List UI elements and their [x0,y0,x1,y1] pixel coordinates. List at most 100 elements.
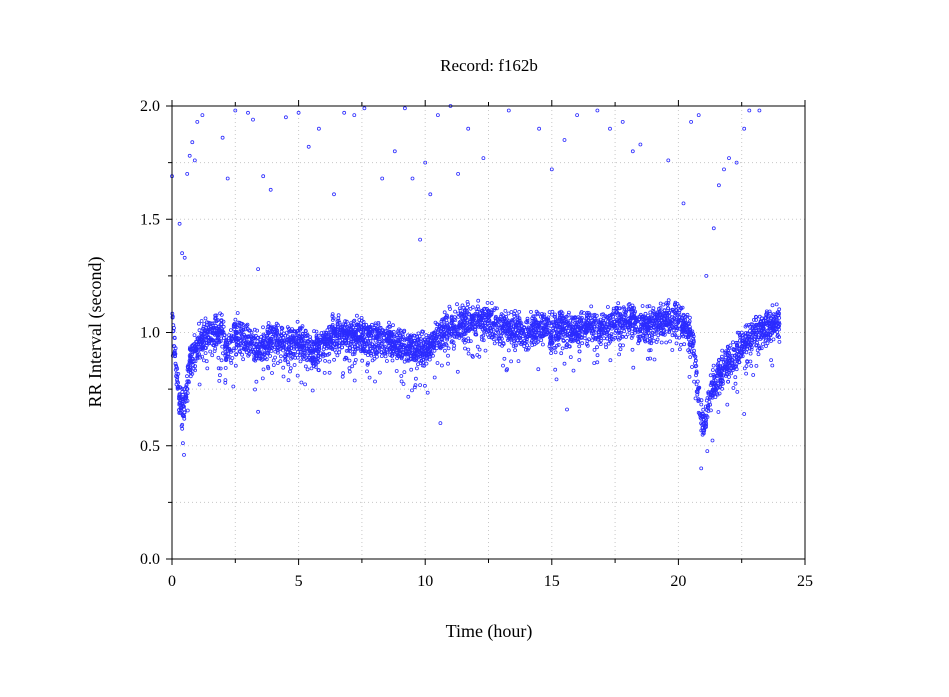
data-point [204,323,209,328]
data-point [459,333,464,337]
data-point [228,328,233,333]
data-point [218,366,223,371]
data-point [672,316,677,321]
data-point [337,320,342,325]
data-point [571,368,576,373]
outlier-point [306,144,311,149]
data-point [626,302,631,307]
data-point [595,337,600,342]
data-point [258,356,263,361]
data-point [409,353,413,358]
data-point [196,321,201,326]
data-point [202,329,207,334]
data-point [175,366,180,371]
data-point [599,321,604,326]
data-point [457,306,462,311]
data-point [210,338,215,343]
data-point [616,301,621,306]
data-point [493,316,498,320]
data-point [448,331,453,336]
data-point [662,308,667,313]
data-point [344,348,349,353]
outlier-point [466,126,471,131]
data-point [773,322,778,327]
data-point [194,343,199,348]
x-tick-label: 15 [544,573,560,590]
data-point [591,322,596,327]
data-point [305,367,310,372]
data-point [398,338,403,343]
data-point [666,322,671,327]
data-point [515,313,520,318]
data-point [624,335,628,339]
data-point [685,312,690,317]
data-point [479,309,484,314]
data-point [477,354,482,359]
outlier-point [666,158,671,163]
data-point [755,337,760,342]
data-point [748,343,753,348]
data-point [318,357,323,362]
data-point [528,330,533,335]
data-point [334,345,339,350]
data-point [739,353,744,358]
data-point [342,335,347,340]
data-point [715,370,720,375]
data-point [245,334,250,339]
data-point [344,336,349,341]
data-point [691,336,695,341]
data-point [434,346,439,351]
data-point [448,307,452,311]
data-point [532,314,537,319]
data-point [549,351,553,356]
data-point [457,333,462,338]
data-point [295,373,300,378]
data-point [339,332,344,337]
data-point [200,333,205,338]
data-point [724,349,728,354]
data-point [367,375,372,380]
data-point [462,325,467,330]
data-point [577,319,582,324]
data-point [500,313,505,318]
data-point [515,338,520,343]
data-point [252,356,257,361]
data-point [290,355,295,360]
data-point [577,349,582,354]
data-point [538,314,543,319]
data-point [439,337,444,342]
data-point [286,337,291,342]
data-point [771,320,775,325]
data-point [524,347,528,352]
data-point [593,316,598,321]
data-point [295,319,300,324]
data-point [182,410,187,415]
data-point [310,344,315,349]
data-point [549,340,553,345]
data-point [303,340,307,345]
data-point [277,342,282,347]
data-point [476,307,481,312]
data-point [269,329,274,334]
data-point [466,347,471,352]
data-point [452,315,457,320]
data-point [270,345,275,350]
data-point [451,340,456,345]
outlier-point [190,140,195,145]
data-point [340,340,345,345]
data-point [322,370,327,375]
data-point [295,329,300,334]
data-point [269,339,274,343]
outlier-point [220,135,225,140]
data-point [446,346,451,351]
data-point [266,331,271,336]
data-point [197,336,202,341]
data-point [511,330,516,335]
data-point [677,310,682,315]
data-point [280,326,285,331]
data-point [255,328,260,333]
data-point [367,344,372,349]
data-point [615,306,620,311]
data-point [275,328,280,333]
data-point [399,374,404,378]
